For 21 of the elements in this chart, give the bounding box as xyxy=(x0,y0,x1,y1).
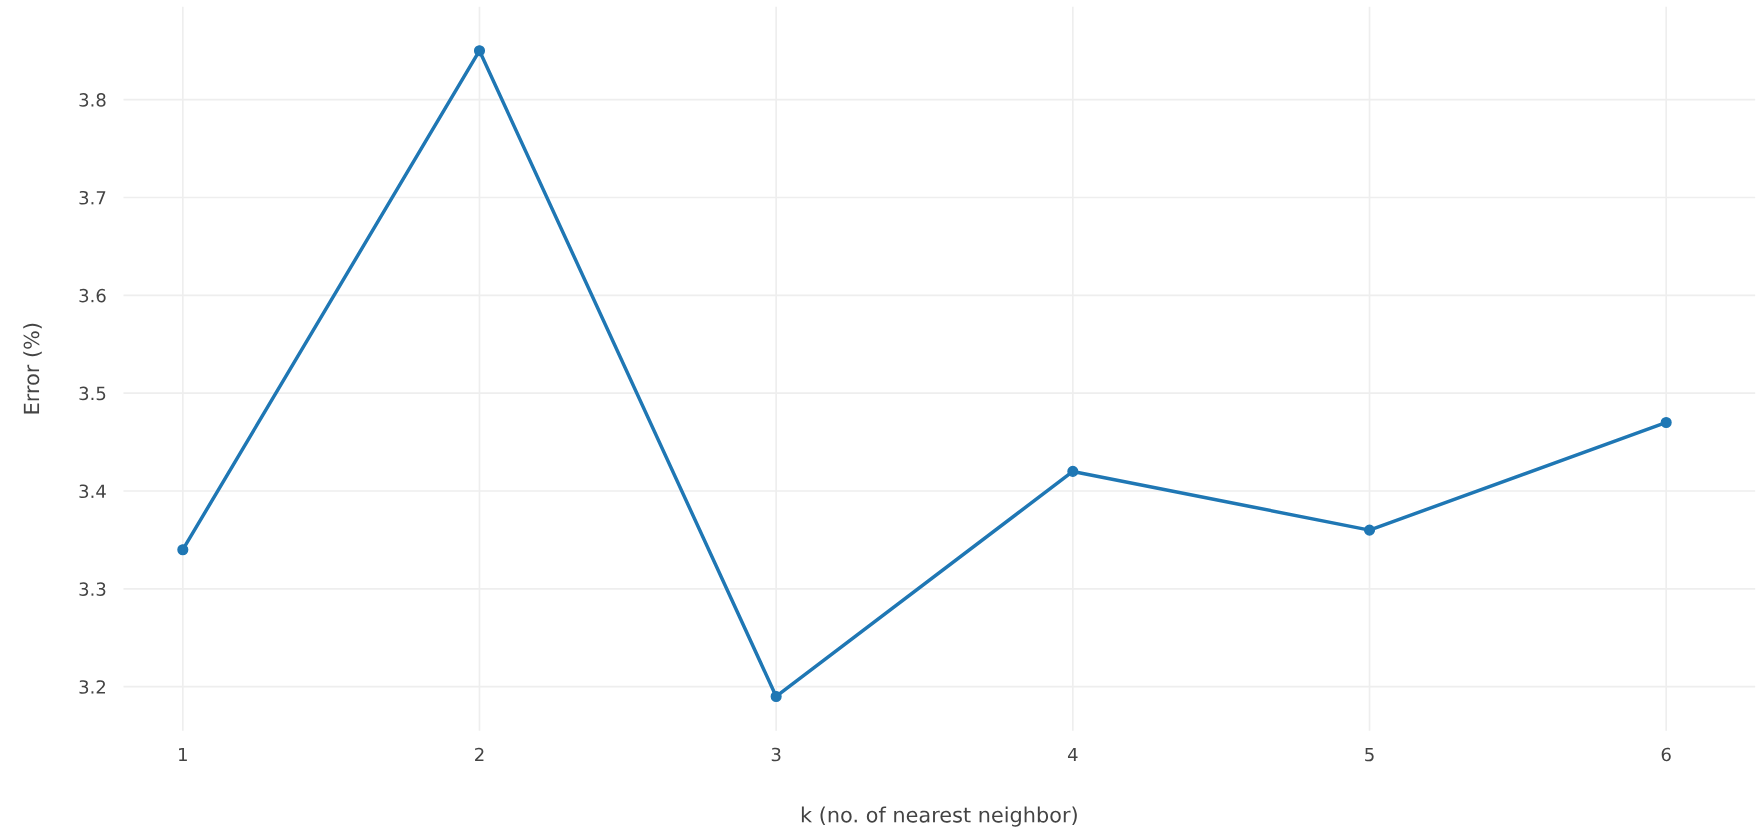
y-tick-label: 3.7 xyxy=(79,190,106,205)
point xyxy=(1067,465,1079,477)
x-tick-label: 3 xyxy=(771,747,781,762)
y-tick-label: 3.5 xyxy=(79,386,106,401)
x-tick-label: 2 xyxy=(475,747,484,762)
point xyxy=(473,45,486,57)
y-axis-title: Error (%) xyxy=(23,323,42,414)
point xyxy=(1660,416,1672,429)
x-axis-title: k (no. of nearest neighbor) xyxy=(801,806,1077,827)
point xyxy=(177,544,189,556)
x-tick-label: 1 xyxy=(179,747,187,762)
x-tick-label: 5 xyxy=(1365,747,1374,762)
point xyxy=(770,690,782,703)
y-tick-label: 3.4 xyxy=(79,484,106,499)
y-tick-label: 3.6 xyxy=(79,288,106,303)
y-tick-label: 3.2 xyxy=(79,680,106,694)
y-tick-label: 3.3 xyxy=(79,582,106,596)
point xyxy=(1363,524,1376,536)
x-tick-label: 6 xyxy=(1661,747,1671,762)
y-tick-label: 3.8 xyxy=(79,93,106,107)
x-tick-label: 4 xyxy=(1067,747,1078,762)
